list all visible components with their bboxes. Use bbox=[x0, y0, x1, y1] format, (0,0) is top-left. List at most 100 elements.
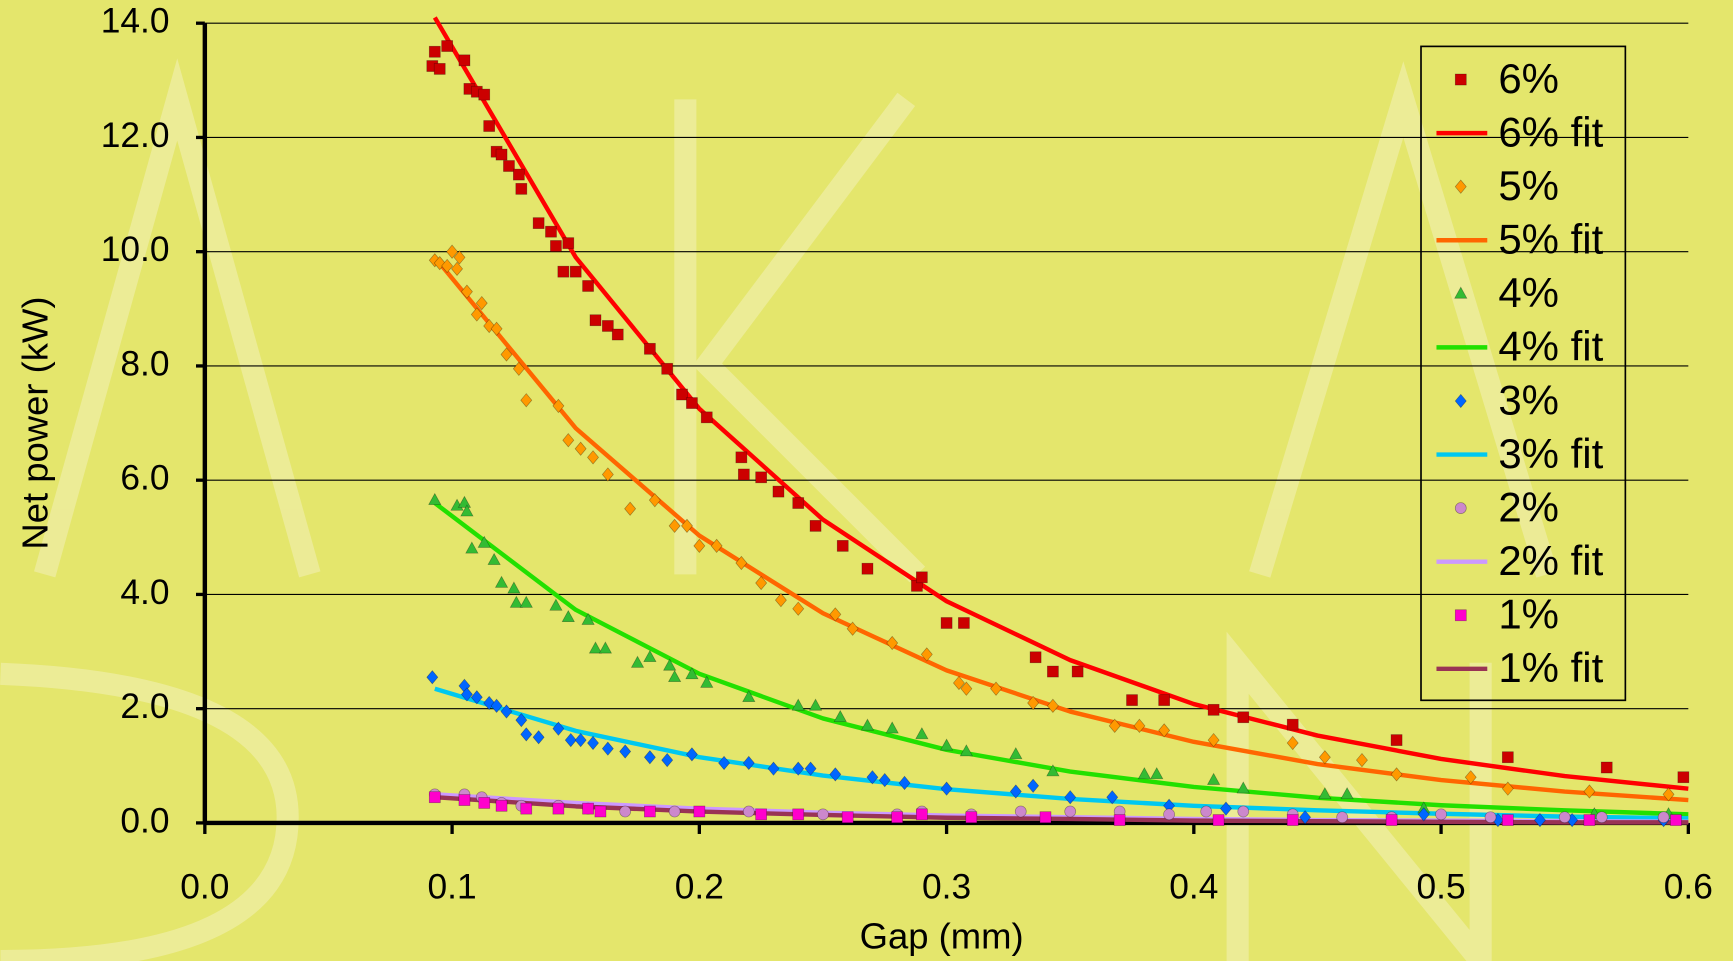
point bbox=[563, 434, 574, 447]
point bbox=[589, 642, 601, 653]
point bbox=[899, 776, 910, 789]
point bbox=[669, 806, 680, 817]
legend-swatch bbox=[1455, 610, 1466, 621]
point bbox=[1502, 815, 1513, 826]
point bbox=[738, 469, 749, 480]
point bbox=[484, 120, 495, 131]
point bbox=[558, 266, 569, 277]
point bbox=[1201, 806, 1212, 817]
point bbox=[1238, 806, 1249, 817]
point bbox=[602, 742, 613, 755]
point bbox=[1386, 815, 1397, 826]
y-tick-label: 2.0 bbox=[120, 687, 169, 726]
point bbox=[620, 806, 631, 817]
point bbox=[1213, 815, 1224, 826]
point bbox=[466, 542, 478, 553]
point bbox=[1658, 812, 1669, 823]
point bbox=[1584, 785, 1595, 798]
legend-label: 5% bbox=[1498, 162, 1559, 209]
legend-label: 3% bbox=[1498, 376, 1559, 423]
point bbox=[429, 792, 440, 803]
y-tick-label: 14.0 bbox=[101, 2, 170, 41]
point bbox=[479, 89, 490, 100]
y-tick-label: 6.0 bbox=[120, 459, 169, 498]
x-tick-label: 0.4 bbox=[1169, 868, 1218, 907]
point bbox=[562, 611, 574, 622]
point bbox=[587, 736, 598, 749]
point bbox=[620, 745, 631, 758]
point bbox=[1159, 695, 1170, 706]
point bbox=[583, 280, 594, 291]
point bbox=[916, 572, 927, 583]
point bbox=[1670, 815, 1681, 826]
point bbox=[644, 751, 655, 764]
legend-label: 5% fit bbox=[1498, 216, 1603, 263]
point bbox=[521, 803, 532, 814]
point bbox=[916, 809, 927, 820]
point bbox=[479, 797, 490, 808]
point bbox=[669, 671, 681, 682]
point bbox=[533, 731, 544, 744]
point bbox=[1028, 779, 1039, 792]
point bbox=[575, 733, 586, 746]
point bbox=[662, 753, 673, 766]
point bbox=[533, 218, 544, 229]
point bbox=[429, 494, 441, 505]
point bbox=[599, 642, 611, 653]
y-tick-label: 0.0 bbox=[120, 801, 169, 840]
point bbox=[1015, 806, 1026, 817]
point bbox=[496, 149, 507, 160]
x-tick-label: 0.3 bbox=[922, 868, 971, 907]
point bbox=[565, 733, 576, 746]
point bbox=[861, 719, 873, 730]
point bbox=[1596, 812, 1607, 823]
point bbox=[1436, 809, 1447, 820]
legend-label: 4% fit bbox=[1498, 323, 1603, 370]
legend-swatch bbox=[1455, 394, 1466, 407]
point bbox=[520, 596, 532, 607]
point bbox=[575, 442, 586, 455]
point bbox=[743, 806, 754, 817]
point bbox=[583, 803, 594, 814]
point bbox=[521, 728, 532, 741]
point bbox=[458, 496, 470, 507]
point bbox=[625, 502, 636, 515]
point bbox=[834, 711, 846, 722]
point bbox=[775, 594, 786, 607]
y-axis-title: Net power (kW) bbox=[15, 297, 56, 550]
point bbox=[510, 596, 522, 607]
point bbox=[1114, 815, 1125, 826]
point bbox=[1040, 812, 1051, 823]
point bbox=[1584, 815, 1595, 826]
point bbox=[459, 795, 470, 806]
point bbox=[756, 809, 767, 820]
point bbox=[644, 343, 655, 354]
legend-swatch bbox=[1455, 503, 1466, 514]
point bbox=[496, 800, 507, 811]
legend-label: 4% bbox=[1498, 269, 1559, 316]
point bbox=[842, 812, 853, 823]
x-tick-label: 0.0 bbox=[180, 868, 229, 907]
legend-label: 2% bbox=[1498, 483, 1559, 530]
point bbox=[1151, 768, 1163, 779]
chart: 0.02.04.06.08.010.012.014.00.00.10.20.30… bbox=[0, 0, 1733, 961]
point bbox=[1601, 762, 1612, 773]
point bbox=[810, 520, 821, 531]
point bbox=[1485, 812, 1496, 823]
point bbox=[631, 656, 643, 667]
x-tick-label: 0.5 bbox=[1417, 868, 1466, 907]
watermark-letter bbox=[45, 99, 310, 574]
point bbox=[516, 183, 527, 194]
point bbox=[434, 63, 445, 74]
point bbox=[545, 226, 556, 237]
point bbox=[1208, 704, 1219, 715]
point bbox=[736, 452, 747, 463]
point bbox=[612, 329, 623, 340]
x-axis-title: Gap (mm) bbox=[860, 916, 1024, 957]
y-tick-label: 4.0 bbox=[120, 573, 169, 612]
point bbox=[587, 451, 598, 464]
point bbox=[461, 285, 472, 298]
point bbox=[916, 728, 928, 739]
legend-label: 2% fit bbox=[1498, 537, 1603, 584]
